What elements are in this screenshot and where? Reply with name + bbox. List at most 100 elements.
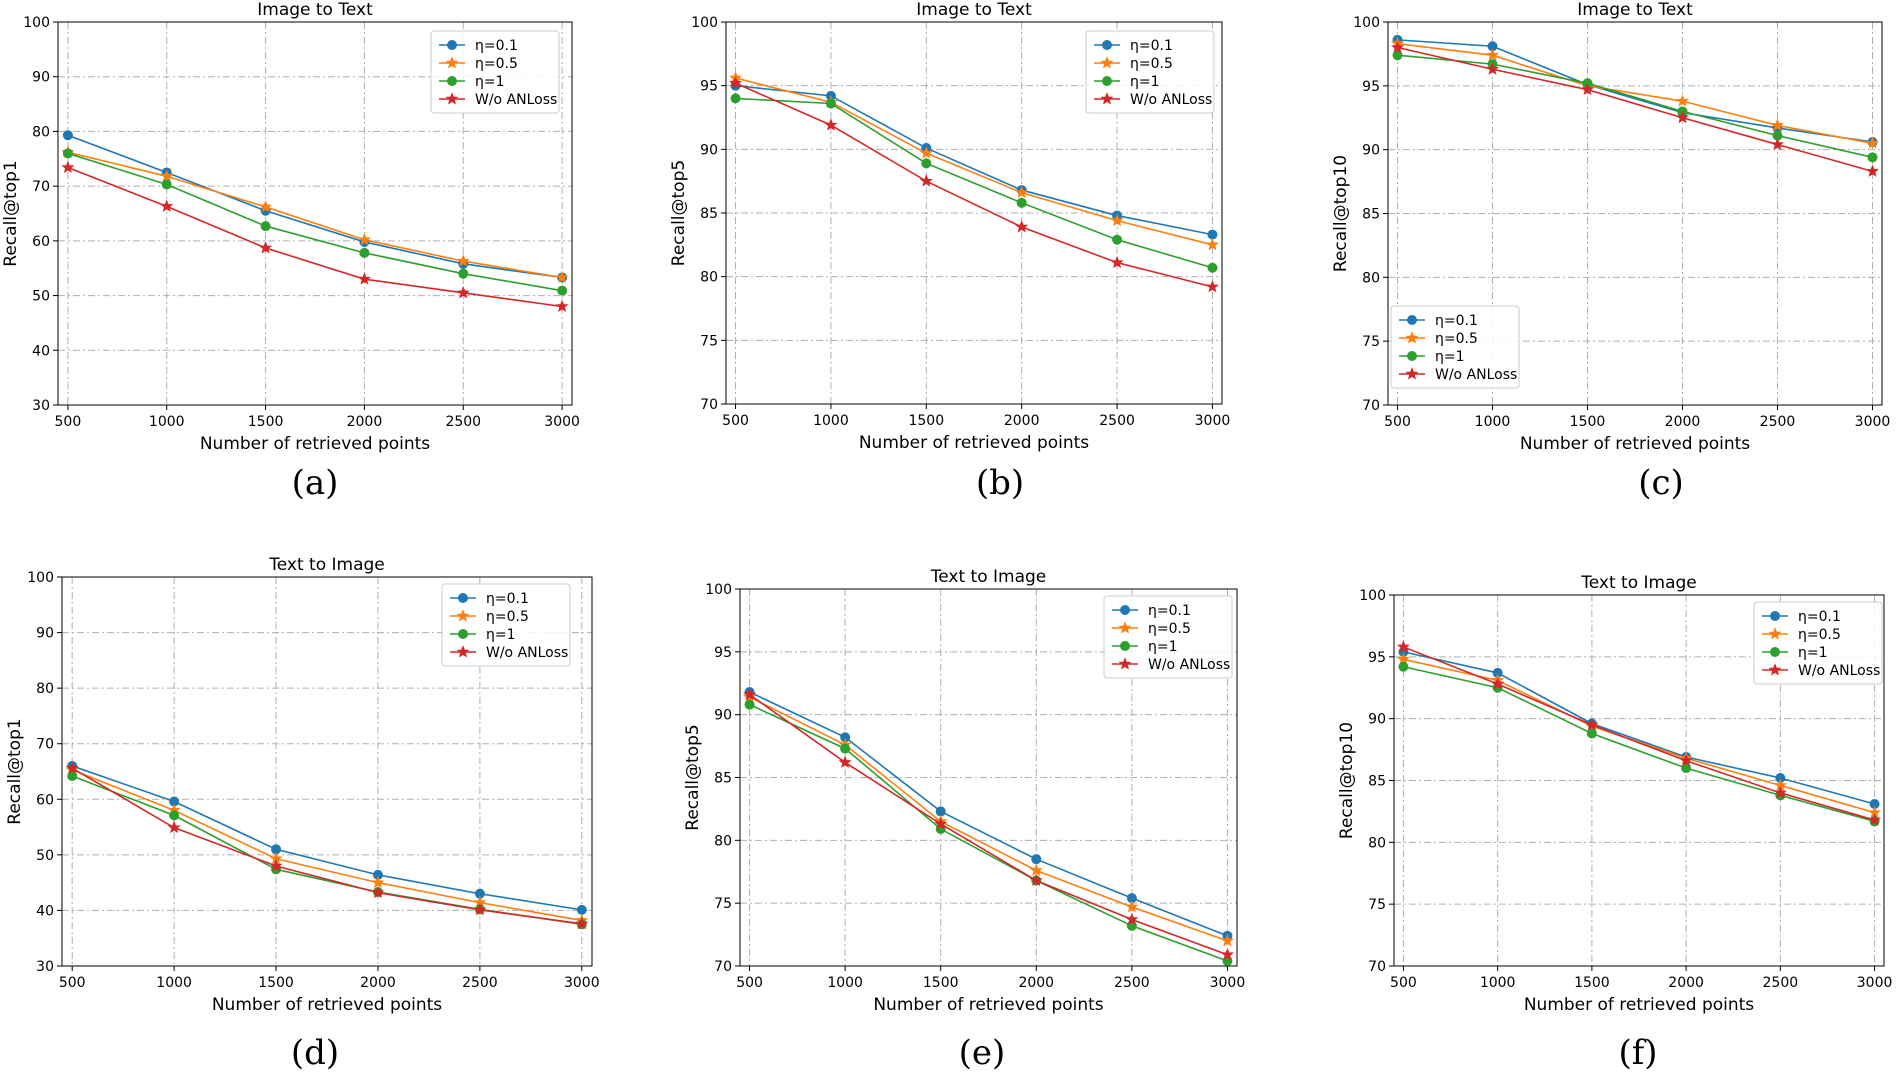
series-2 xyxy=(61,145,569,284)
series-4 xyxy=(65,761,589,930)
series-line xyxy=(1397,54,1873,159)
data-point xyxy=(357,232,371,246)
series-line xyxy=(735,82,1213,288)
series-4 xyxy=(743,687,1234,961)
x-tick-label: 2000 xyxy=(1665,414,1701,430)
data-point xyxy=(1492,667,1503,678)
y-tick-label: 70 xyxy=(1368,959,1386,975)
legend: η=0.1 η=0.5 η=1 W/o ANLoss xyxy=(1103,595,1233,679)
x-axis-label: Number of retrieved points xyxy=(873,995,1103,1015)
legend-label: η=0.5 xyxy=(1130,56,1173,72)
series-line xyxy=(749,703,1228,962)
legend-item: η=0.1 xyxy=(1094,38,1173,54)
legend-item: η=0.5 xyxy=(1112,621,1191,637)
y-tick-label: 90 xyxy=(1368,712,1386,728)
plot-frame xyxy=(57,21,573,406)
data-point xyxy=(371,885,385,899)
data-point xyxy=(825,98,836,109)
y-tick-label: 60 xyxy=(36,792,54,808)
data-point xyxy=(65,761,79,774)
data-point xyxy=(456,286,470,299)
x-tick-label: 2500 xyxy=(1099,413,1135,429)
x-tick-label: 500 xyxy=(1390,975,1417,991)
data-point xyxy=(271,844,282,855)
legend-marker xyxy=(458,629,468,639)
data-point xyxy=(259,200,273,213)
data-point xyxy=(1486,48,1499,61)
series-line xyxy=(1397,42,1873,145)
data-point xyxy=(730,93,741,104)
data-point xyxy=(1207,262,1218,273)
data-point xyxy=(1486,62,1499,75)
y-tick-label: 80 xyxy=(32,124,50,140)
data-point xyxy=(744,699,755,710)
legend-label: η=0.5 xyxy=(1148,621,1191,637)
data-point xyxy=(921,158,932,169)
data-point xyxy=(1867,152,1878,163)
legend-item: η=0.1 xyxy=(450,591,529,607)
series-3 xyxy=(1398,661,1880,827)
panel-caption: (e) xyxy=(959,1033,1006,1073)
y-tick-label: 80 xyxy=(36,681,54,697)
y-tick-label: 90 xyxy=(1362,143,1380,159)
y-tick-label: 50 xyxy=(32,289,50,305)
plot-frame xyxy=(61,576,593,967)
data-point xyxy=(1676,94,1689,107)
legend-marker xyxy=(447,40,457,50)
y-tick-label: 40 xyxy=(36,903,54,919)
data-point xyxy=(1773,786,1787,799)
x-tick-label: 3000 xyxy=(544,414,580,430)
legend-marker xyxy=(458,593,468,603)
x-tick-label: 2500 xyxy=(445,414,481,430)
legend-item: W/o ANLoss xyxy=(439,92,557,108)
data-point xyxy=(169,796,180,807)
data-point xyxy=(371,875,385,889)
series-1 xyxy=(62,130,568,283)
data-point xyxy=(1771,137,1784,151)
x-tick-label: 2000 xyxy=(347,414,383,430)
x-tick-label: 1500 xyxy=(908,413,944,429)
series-3 xyxy=(1392,50,1878,163)
legend-item: η=1 xyxy=(1399,349,1465,365)
legend-box xyxy=(1753,601,1883,685)
panel-caption: (d) xyxy=(291,1033,339,1073)
legend-label: η=0.1 xyxy=(475,38,518,54)
data-point xyxy=(743,687,757,701)
series-2 xyxy=(65,763,589,926)
y-tick-label: 30 xyxy=(36,959,54,975)
data-point xyxy=(824,118,838,131)
y-tick-label: 40 xyxy=(32,343,50,359)
data-point xyxy=(269,859,283,872)
data-point xyxy=(1110,255,1124,269)
y-tick-label: 100 xyxy=(27,570,54,586)
data-point xyxy=(1205,238,1219,251)
panel-caption: (f) xyxy=(1618,1033,1657,1073)
legend: η=0.1 η=0.5 η=1 W/o ANLoss xyxy=(441,583,571,667)
legend-marker xyxy=(1768,663,1782,676)
data-point xyxy=(260,221,271,232)
data-point xyxy=(1491,677,1505,690)
chart-panel-b: 500 1000 1500 2000 2500 3000 70 75 80 85 90 95 100 Im… xyxy=(669,0,1230,503)
data-point xyxy=(1396,640,1410,653)
data-point xyxy=(1029,873,1043,887)
x-tick-label: 1000 xyxy=(1480,975,1516,991)
x-tick-label: 500 xyxy=(1384,414,1411,430)
data-point xyxy=(1772,130,1783,141)
legend-marker xyxy=(1118,657,1132,670)
chart-panel-a: 500 1000 1500 2000 2500 3000 30 40 50 60 70 80 90 100… xyxy=(1,0,580,503)
legend-item: η=1 xyxy=(1112,639,1178,655)
data-point xyxy=(575,916,589,930)
legend-marker xyxy=(456,645,470,658)
chart-panel-d: 500 1000 1500 2000 2500 3000 30 40 50 60 70 80 90 100… xyxy=(5,555,600,1073)
x-tick-label: 1500 xyxy=(923,975,959,991)
x-axis-label: Number of retrieved points xyxy=(859,433,1089,453)
data-point xyxy=(161,179,172,190)
chart-title: Image to Text xyxy=(1577,0,1693,20)
data-point xyxy=(919,146,933,159)
y-tick-label: 100 xyxy=(23,15,50,31)
x-tick-label: 2000 xyxy=(1668,975,1704,991)
chart-title: Text to Image xyxy=(1580,573,1697,593)
y-tick-label: 75 xyxy=(714,896,732,912)
legend-item: η=1 xyxy=(1094,74,1160,90)
legend-label: η=0.1 xyxy=(1130,38,1173,54)
